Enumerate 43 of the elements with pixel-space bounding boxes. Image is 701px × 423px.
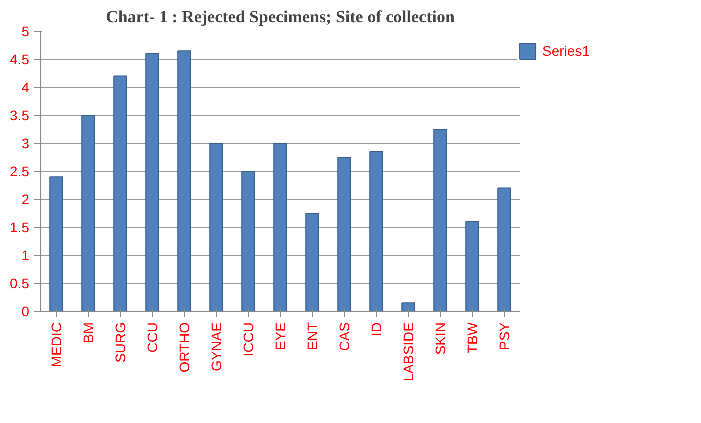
bar — [50, 176, 64, 312]
bar — [466, 221, 480, 312]
y-tick-label: 2 — [22, 192, 30, 208]
y-tick-label: 0.5 — [10, 276, 30, 292]
y-tick-label: 1 — [22, 248, 30, 264]
bar — [274, 143, 288, 312]
bar — [114, 76, 128, 312]
y-tick-label: 4 — [22, 80, 30, 96]
bar — [242, 171, 256, 312]
x-tick-label: PSY — [496, 322, 512, 351]
bar — [498, 188, 512, 312]
bar — [402, 302, 416, 312]
x-tick-label: CCU — [144, 322, 160, 353]
y-tick-label: 4.5 — [10, 52, 30, 68]
chart-title: Chart- 1 : Rejected Specimens; Site of collection — [106, 8, 456, 26]
bar — [434, 129, 448, 312]
y-tick-label: 1.5 — [10, 220, 30, 236]
x-tick-label: LABSIDE — [400, 322, 416, 382]
bar — [82, 115, 96, 312]
y-tick-label: 3 — [22, 136, 30, 152]
x-tick-label: TBW — [464, 322, 480, 354]
x-tick-label: BM — [80, 322, 96, 344]
bar — [210, 143, 224, 312]
bar — [370, 151, 384, 312]
y-tick-label: 2.5 — [10, 164, 30, 180]
x-tick-label: CAS — [336, 322, 352, 352]
y-tick-label: 0 — [22, 304, 30, 320]
x-tick-label: ID — [368, 322, 384, 336]
x-tick-label: MEDIC — [48, 322, 64, 368]
y-tick-label: 5 — [22, 24, 30, 40]
bar — [306, 213, 320, 312]
x-tick-label: SURG — [112, 322, 128, 363]
y-tick-label: 3.5 — [10, 108, 30, 124]
x-tick-label: ORTHO — [176, 322, 192, 373]
x-tick-label: EYE — [272, 322, 288, 351]
x-tick-label: SKIN — [432, 322, 448, 356]
x-tick-label: ICCU — [240, 322, 256, 357]
x-tick-label: GYNAE — [208, 322, 224, 372]
legend-label: Series1 — [542, 43, 590, 59]
x-tick-label: ENT — [304, 322, 320, 350]
bar — [178, 50, 192, 312]
bar — [338, 157, 352, 312]
bar — [146, 53, 160, 312]
